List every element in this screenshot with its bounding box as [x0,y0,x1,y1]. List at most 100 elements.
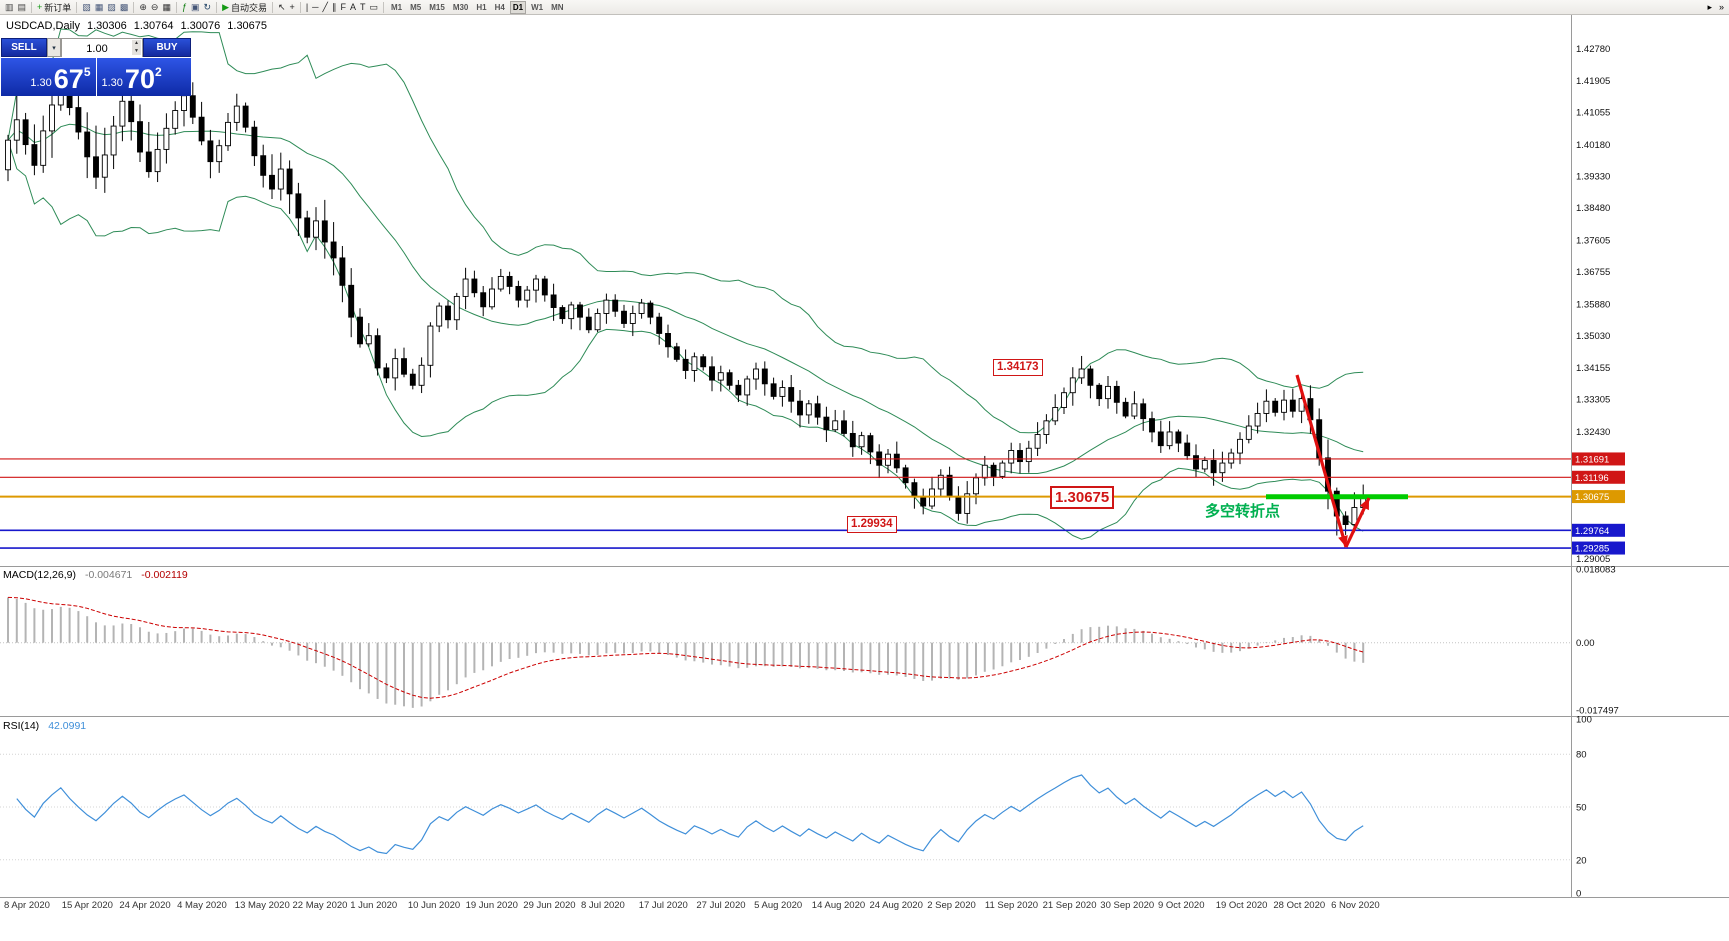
rsi-title: RSI(14) [3,720,40,732]
volume-up-button[interactable]: ▲ [132,40,141,48]
new-order-button-label: 新订单 [44,2,72,13]
autotrade-button[interactable]: ▶ 自动交易 [220,1,269,14]
toolbar-separator [175,1,177,13]
cascade-windows-icon[interactable]: ▧ [80,1,93,14]
arrange-icons-icon[interactable]: ▩ [118,1,131,14]
sell-button[interactable]: SELL [1,38,47,57]
cursor-icon: ↖ [278,1,286,12]
toolbar-separator [216,1,218,13]
label-icon[interactable]: T [358,1,368,14]
svg-text:11 Sep 2020: 11 Sep 2020 [985,900,1038,911]
svg-text:8 Jul 2020: 8 Jul 2020 [581,900,625,911]
arrange-icons-icon: ▩ [119,1,129,12]
zoom-out-icon[interactable]: ⊖ [149,1,161,14]
buy-button[interactable]: BUY [143,38,191,57]
volume-input[interactable] [62,40,142,58]
timeframe-m15[interactable]: M15 [426,1,448,14]
zoom-out-icon: ⊖ [150,1,159,12]
buy-price-main: 1.30 [101,77,123,89]
trade-panel-prices: 1.30 67 5 1.30 70 2 [1,58,191,96]
symbol-period-label: USDCAD,Daily [6,20,80,32]
svg-text:4 May 2020: 4 May 2020 [177,900,227,911]
svg-text:21 Sep 2020: 21 Sep 2020 [1043,900,1097,911]
svg-text:2 Sep 2020: 2 Sep 2020 [927,900,976,911]
svg-text:1.36755: 1.36755 [1576,267,1610,278]
price-callout[interactable]: 1.34173 [993,359,1043,376]
horizontal-line-icon: ─ [312,1,319,12]
toolbar-separator [133,1,135,13]
svg-text:1.38480: 1.38480 [1576,203,1610,214]
sell-price-box[interactable]: 1.30 67 5 [1,58,96,96]
price-callout[interactable]: 1.29934 [847,516,897,533]
sell-price-sup: 5 [83,65,91,79]
svg-text:0.018083: 0.018083 [1576,565,1616,576]
templates-icon[interactable]: ▣ [189,1,202,14]
turning-point-annotation[interactable]: 多空转折点 [1205,503,1281,520]
svg-text:1 Jun 2020: 1 Jun 2020 [350,900,397,911]
channel-icon[interactable]: ∥ [330,1,339,14]
profiles-icon[interactable]: ▤ [16,1,29,14]
insert-indicator-icon[interactable]: ƒ [180,1,189,14]
volume-down-button[interactable]: ▼ [132,47,141,55]
svg-text:19 Jun 2020: 19 Jun 2020 [466,900,518,911]
tile-windows-icon[interactable]: ▦ [160,1,173,14]
timeframe-m30[interactable]: M30 [450,1,472,14]
refresh-icon: ↻ [203,1,212,12]
crosshair-icon[interactable]: + [288,1,297,14]
svg-text:1.35030: 1.35030 [1576,331,1610,342]
fibonacci-icon[interactable]: F [338,1,348,14]
horizontal-line-icon[interactable]: ─ [310,1,320,14]
svg-text:1.40180: 1.40180 [1576,140,1610,151]
cursor-icon[interactable]: ↖ [276,1,288,14]
toolbar-more-icon[interactable]: » [1718,2,1724,12]
fibonacci-icon: F [340,1,346,12]
templates-icon: ▣ [191,1,200,12]
svg-text:1.29764: 1.29764 [1575,526,1609,537]
trendline-icon: ╱ [322,1,328,12]
new-chart-icon[interactable]: ▥ [3,1,16,14]
sell-price-big: 67 [53,64,84,95]
svg-text:30 Sep 2020: 30 Sep 2020 [1100,900,1154,911]
svg-text:1.34155: 1.34155 [1576,363,1610,374]
trendline-icon[interactable]: ╱ [321,1,330,14]
timeframe-d1[interactable]: D1 [509,0,527,14]
drawings-layer[interactable] [1266,374,1408,548]
svg-text:24 Aug 2020: 24 Aug 2020 [870,900,923,911]
volume-spinner: ▲ ▼ [132,40,141,55]
timeframe-m5[interactable]: M5 [407,1,424,14]
chart-shift-icon[interactable]: ▸ [1707,1,1712,12]
new-order-button[interactable]: + 新订单 [35,1,73,14]
timeframe-h4[interactable]: H4 [492,1,508,14]
macd-panel [0,596,1572,708]
vertical-line-icon[interactable]: | [304,1,310,14]
buy-price-box[interactable]: 1.30 70 2 [96,58,191,96]
trade-panel-controls: SELL ▾ ▲ ▼ BUY [1,38,191,58]
timeframe-w1[interactable]: W1 [528,1,546,14]
timeframe-mn[interactable]: MN [548,1,566,14]
shapes-icon[interactable]: ▭ [367,1,380,14]
volume-field: ▲ ▼ [61,38,143,58]
svg-text:1.41905: 1.41905 [1576,76,1610,87]
zoom-in-icon[interactable]: ⊕ [137,1,149,14]
tile-windows-icon: ▦ [162,1,171,12]
refresh-icon[interactable]: ↻ [202,1,214,14]
svg-text:1.37605: 1.37605 [1576,235,1610,246]
timeframe-m1[interactable]: M1 [388,1,405,14]
open-value: 1.30306 [86,20,127,32]
svg-text:1.32430: 1.32430 [1576,427,1610,438]
tile-vertical-icon[interactable]: ▨ [105,1,118,14]
price-callout[interactable]: 1.30675 [1050,486,1115,509]
text-icon[interactable]: A [348,1,358,14]
label-icon: T [359,1,366,12]
toolbar-separator [31,1,33,13]
close-value: 1.30675 [227,20,268,32]
volume-dropdown-button[interactable]: ▾ [47,38,61,57]
chevron-down-icon: ▾ [52,44,56,52]
crosshair-icon: + [289,1,295,12]
tile-horizontal-icon[interactable]: ▦ [93,1,106,14]
svg-text:1.33305: 1.33305 [1576,395,1610,406]
text-icon: A [349,1,356,12]
timeframe-h1[interactable]: H1 [473,1,489,14]
